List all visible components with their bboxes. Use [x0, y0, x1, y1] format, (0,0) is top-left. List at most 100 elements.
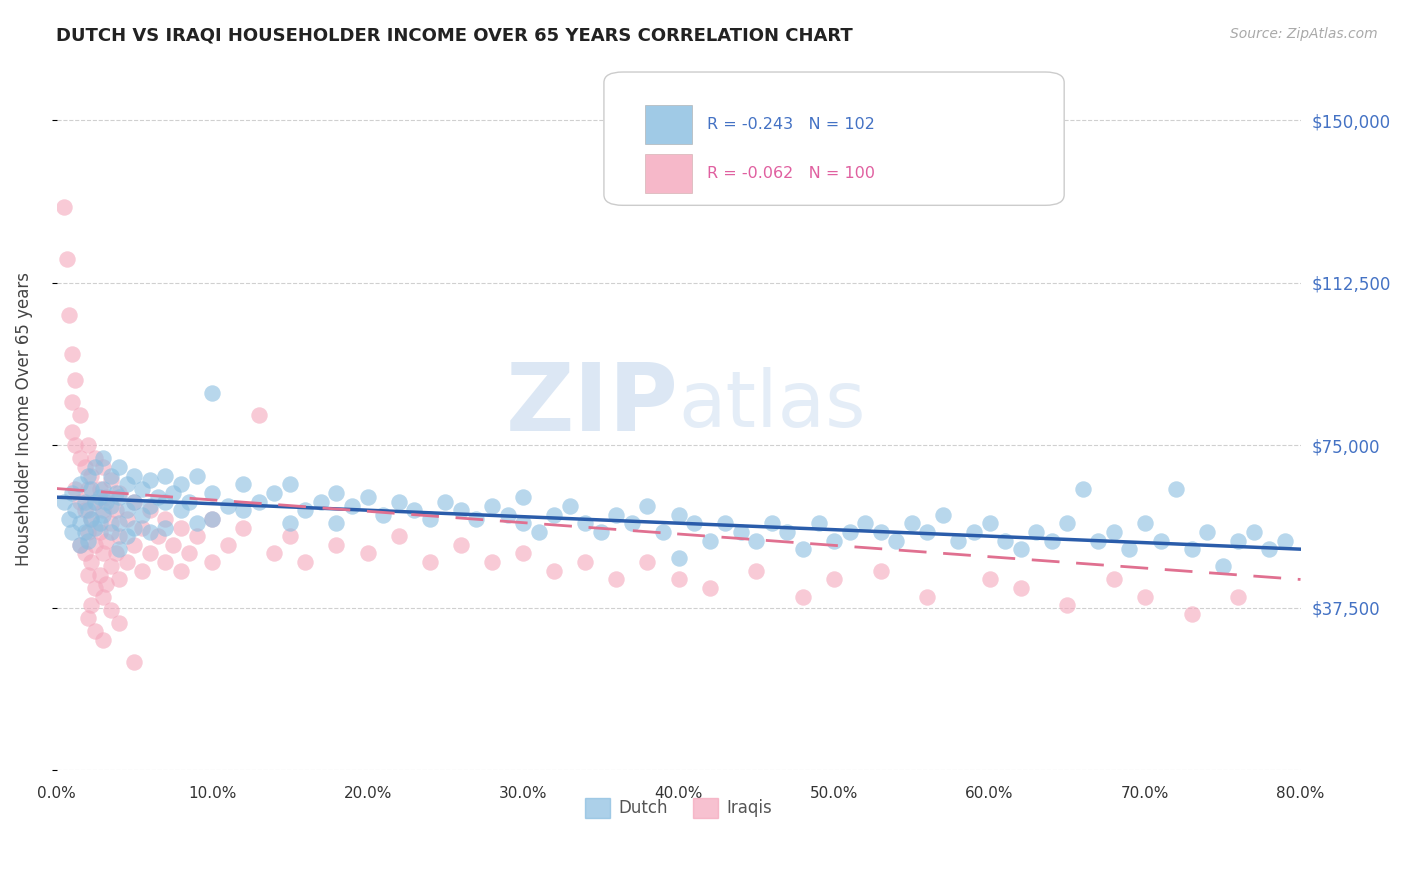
- Point: [278, 516, 301, 531]
- Point: [65, 373, 87, 387]
- Point: [1258, 542, 1281, 557]
- Point: [84, 581, 107, 595]
- Point: [170, 477, 193, 491]
- Point: [201, 512, 224, 526]
- Point: [73, 494, 96, 508]
- Point: [419, 512, 441, 526]
- Point: [155, 512, 177, 526]
- Point: [131, 508, 153, 522]
- Point: [1102, 573, 1125, 587]
- Point: [917, 524, 939, 539]
- Point: [745, 564, 768, 578]
- Point: [84, 624, 107, 639]
- Point: [699, 581, 721, 595]
- Point: [73, 503, 96, 517]
- Point: [76, 611, 98, 625]
- Point: [1227, 533, 1250, 548]
- Point: [901, 516, 924, 531]
- Point: [89, 490, 111, 504]
- Point: [232, 520, 254, 534]
- Point: [388, 529, 411, 543]
- Point: [979, 573, 1001, 587]
- Point: [1274, 533, 1296, 548]
- Point: [69, 538, 91, 552]
- Point: [792, 590, 814, 604]
- Point: [761, 516, 783, 531]
- Point: [139, 473, 162, 487]
- Point: [325, 486, 347, 500]
- Point: [115, 555, 138, 569]
- Point: [60, 524, 83, 539]
- Point: [89, 568, 111, 582]
- Point: [714, 516, 737, 531]
- Point: [574, 516, 596, 531]
- Point: [512, 516, 534, 531]
- Point: [186, 529, 208, 543]
- Point: [963, 524, 986, 539]
- Point: [1056, 599, 1078, 613]
- Point: [170, 520, 193, 534]
- Point: [124, 520, 146, 534]
- Point: [652, 524, 675, 539]
- Point: [605, 508, 627, 522]
- Point: [76, 482, 98, 496]
- Point: [884, 533, 907, 548]
- Point: [1149, 533, 1171, 548]
- Point: [1040, 533, 1063, 548]
- Point: [107, 459, 129, 474]
- Point: [96, 576, 118, 591]
- Point: [201, 386, 224, 401]
- Point: [139, 499, 162, 513]
- Point: [1118, 542, 1140, 557]
- Point: [1133, 516, 1156, 531]
- Point: [91, 503, 114, 517]
- Point: [91, 590, 114, 604]
- Point: [96, 490, 118, 504]
- Point: [91, 633, 114, 648]
- Point: [80, 555, 103, 569]
- Point: [263, 486, 285, 500]
- Point: [309, 494, 332, 508]
- Point: [419, 555, 441, 569]
- Point: [131, 564, 153, 578]
- Point: [823, 573, 845, 587]
- Point: [65, 438, 87, 452]
- Point: [170, 564, 193, 578]
- Point: [115, 477, 138, 491]
- Point: [69, 477, 91, 491]
- Text: R = -0.243   N = 102: R = -0.243 N = 102: [707, 117, 875, 132]
- Point: [104, 547, 127, 561]
- Point: [1212, 559, 1234, 574]
- Point: [948, 533, 970, 548]
- Point: [558, 499, 581, 513]
- Point: [107, 490, 129, 504]
- Text: DUTCH VS IRAQI HOUSEHOLDER INCOME OVER 65 YEARS CORRELATION CHART: DUTCH VS IRAQI HOUSEHOLDER INCOME OVER 6…: [56, 27, 853, 45]
- Point: [84, 451, 107, 466]
- Point: [807, 516, 830, 531]
- Point: [162, 538, 184, 552]
- Point: [201, 512, 224, 526]
- Point: [481, 555, 503, 569]
- Point: [776, 524, 799, 539]
- Point: [69, 538, 91, 552]
- Text: atlas: atlas: [679, 368, 866, 443]
- Point: [100, 603, 122, 617]
- Point: [69, 408, 91, 422]
- Point: [60, 347, 83, 361]
- Point: [100, 468, 122, 483]
- Point: [89, 524, 111, 539]
- Point: [100, 499, 122, 513]
- Point: [124, 538, 146, 552]
- Point: [1010, 581, 1032, 595]
- Point: [1166, 482, 1188, 496]
- Point: [373, 508, 395, 522]
- Point: [124, 494, 146, 508]
- Point: [100, 559, 122, 574]
- Point: [80, 512, 103, 526]
- Point: [668, 573, 690, 587]
- Point: [104, 486, 127, 500]
- Point: [115, 512, 138, 526]
- Point: [278, 529, 301, 543]
- Point: [637, 555, 659, 569]
- Point: [146, 490, 169, 504]
